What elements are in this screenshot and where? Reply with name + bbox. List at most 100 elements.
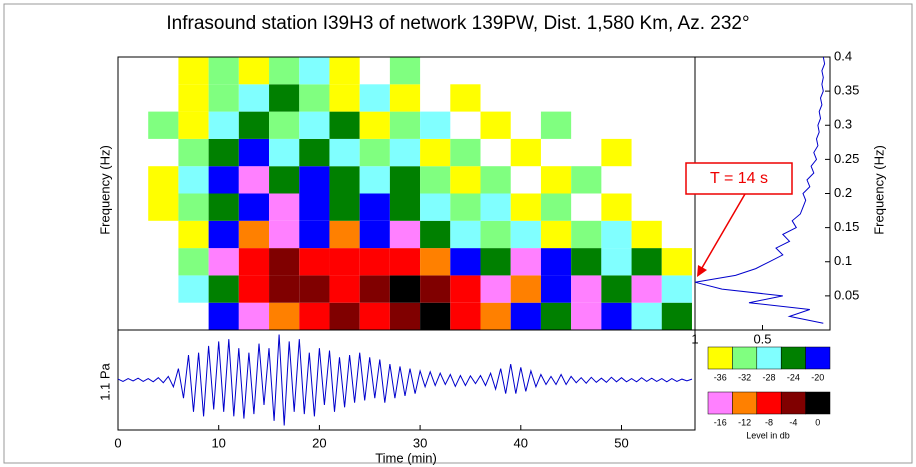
heat-cell [389, 84, 421, 112]
heat-cell [571, 220, 602, 249]
heat-cell [631, 275, 662, 303]
heat-cell [540, 166, 572, 194]
heat-cell [329, 248, 360, 276]
heat-cell [359, 248, 390, 276]
colorbar-tick-label: -24 [787, 372, 800, 382]
annotation-box [685, 162, 793, 195]
heat-cell [601, 302, 632, 330]
heat-cell [178, 220, 209, 249]
heat-cell [238, 84, 270, 112]
x-tick-label: 1 [691, 331, 698, 346]
colorbar-swatch [732, 346, 758, 370]
heat-cell [389, 166, 421, 194]
heat-cell [601, 275, 632, 303]
heat-cell [420, 138, 451, 167]
heat-cell [269, 193, 300, 221]
heat-cell [540, 302, 572, 330]
heat-cell [299, 193, 330, 221]
heat-cell [329, 138, 360, 167]
heat-cell [450, 193, 481, 221]
heat-cell [450, 138, 481, 167]
heat-cell [359, 138, 390, 167]
x-tick-label: 30 [413, 435, 427, 450]
heat-cell [208, 166, 239, 194]
y-tick-label: 0.1 [834, 253, 852, 268]
heat-cell [480, 275, 511, 303]
heat-cell [329, 220, 360, 249]
heat-cell [359, 302, 390, 330]
heat-cell [208, 84, 239, 112]
heat-cell [540, 111, 572, 139]
heat-cell [329, 166, 360, 194]
annotation-arrow [698, 193, 746, 274]
heat-cell [299, 302, 330, 330]
heat-cell [359, 275, 390, 303]
x-tick-label: 10 [211, 435, 225, 450]
y-tick-label: 0.4 [834, 48, 852, 63]
x-tick-label: 40 [514, 435, 528, 450]
heat-cell [450, 220, 481, 249]
heat-cell [269, 84, 300, 112]
x-tick-label: 50 [614, 435, 628, 450]
heat-cell [601, 138, 632, 167]
heat-cell [601, 248, 632, 276]
panel-border [117, 329, 696, 431]
heat-cell [661, 248, 692, 276]
heat-cell [269, 166, 300, 194]
colorbar-swatch [707, 346, 733, 370]
heat-cell [269, 220, 300, 249]
heat-cell [450, 84, 481, 112]
colorbar-tick-label: -12 [738, 417, 751, 427]
heat-cell [389, 111, 421, 139]
heat-cell [480, 111, 511, 139]
heat-cell [359, 166, 390, 194]
heat-cell [510, 193, 541, 221]
heat-cell [571, 248, 602, 276]
heat-cell [450, 275, 481, 303]
heat-cell [540, 275, 572, 303]
colorbar-swatch [707, 391, 733, 415]
heat-cell [359, 220, 390, 249]
colorbar-tick-label: -4 [789, 417, 797, 427]
heat-cell [238, 111, 270, 139]
heat-cell [238, 302, 270, 330]
heat-cell [238, 166, 270, 194]
heat-cell [148, 166, 179, 194]
heat-cell [420, 275, 451, 303]
heat-cell [238, 57, 270, 85]
heat-cell [238, 138, 270, 167]
heat-cell [208, 248, 239, 276]
y-tick-label: 0.25 [834, 151, 859, 166]
y-tick-label: 0.2 [834, 185, 852, 200]
waveform [117, 334, 693, 426]
heat-cell [631, 220, 662, 249]
heat-cell [178, 84, 209, 112]
heat-cell [359, 111, 390, 139]
heat-cell [299, 84, 330, 112]
heat-cell [269, 57, 300, 85]
heat-cell [208, 275, 239, 303]
heat-cell [420, 248, 451, 276]
colorbar-swatch [732, 391, 758, 415]
heat-cell [178, 111, 209, 139]
heat-cell [571, 302, 602, 330]
heat-cell [420, 111, 451, 139]
chart-title: Infrasound station I39H3 of network 139P… [166, 13, 749, 34]
heat-cell [208, 57, 239, 85]
heat-cell [269, 138, 300, 167]
heat-cell [329, 302, 360, 330]
heat-cell [299, 166, 330, 194]
x-tick-label: 20 [312, 435, 326, 450]
heat-cell [510, 248, 541, 276]
heat-cell [208, 220, 239, 249]
colorbar-swatch [805, 346, 831, 370]
heat-cell [178, 138, 209, 167]
colorbar-tick-label: 0 [815, 417, 820, 427]
heat-cell [329, 111, 360, 139]
heat-cell [178, 193, 209, 221]
heat-cell [208, 111, 239, 139]
y-axis-label: Frequency (Hz) [871, 145, 886, 235]
heat-cell [661, 275, 692, 303]
colorbar-swatch [756, 391, 782, 415]
